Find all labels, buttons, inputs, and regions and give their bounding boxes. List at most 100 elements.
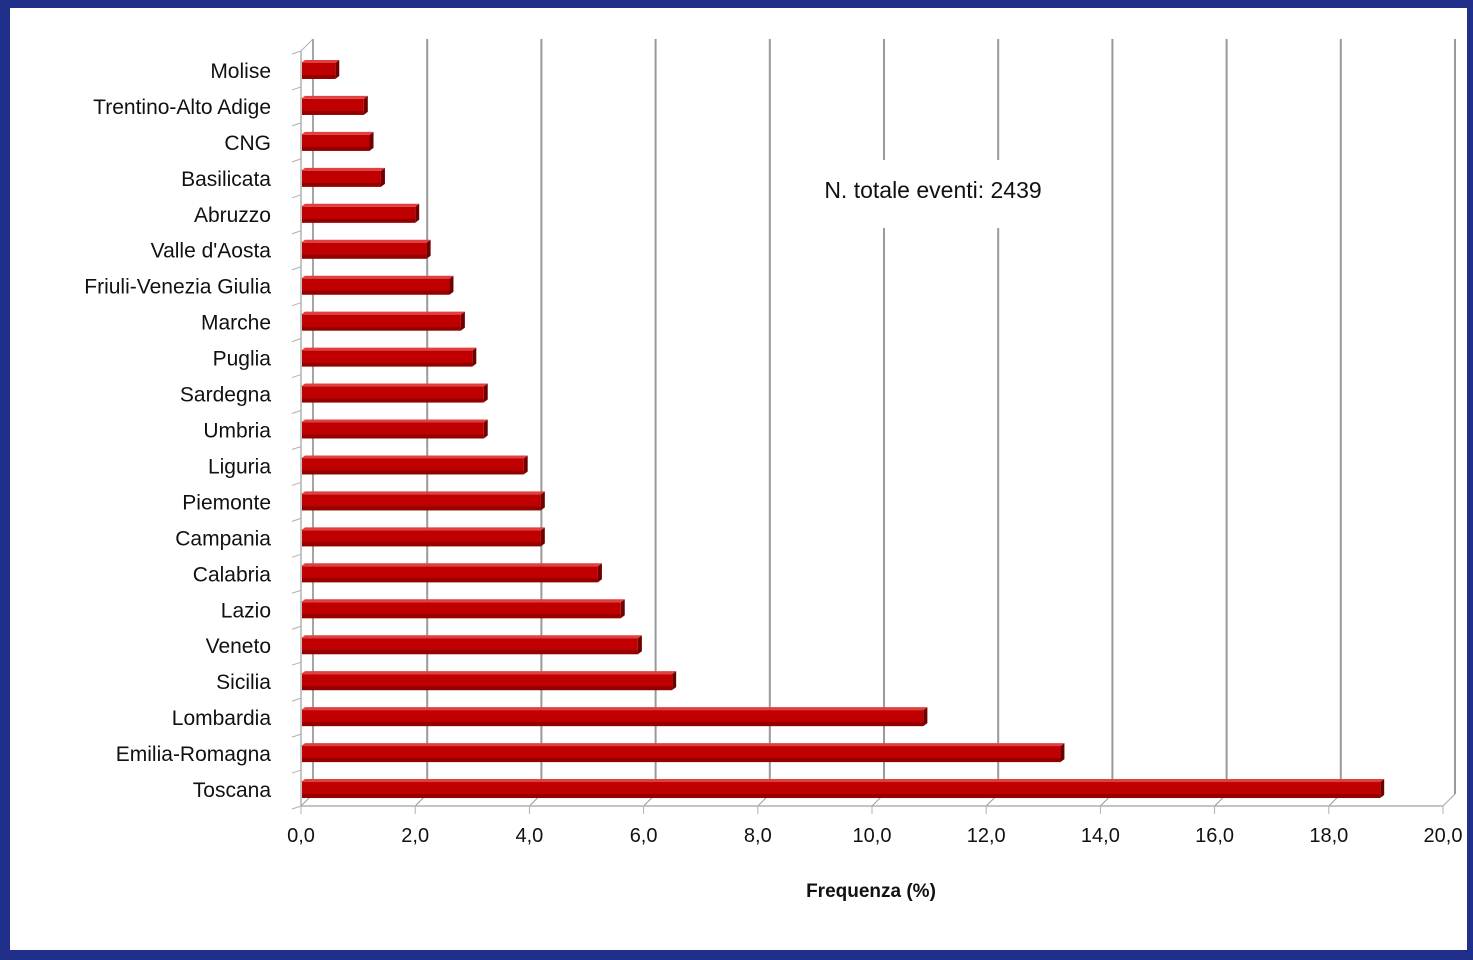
bar-top-face: [301, 563, 602, 567]
bar: [301, 599, 625, 619]
category-label: Lombardia: [172, 707, 272, 730]
bar-shade: [302, 110, 364, 115]
category-label: Molise: [210, 60, 271, 83]
bar-top-face: [301, 491, 545, 495]
bar-side-face: [335, 59, 340, 79]
category-label: Liguria: [208, 455, 271, 478]
bar-side-face: [472, 347, 477, 367]
annotation-box: [790, 160, 1080, 228]
bar-shade: [302, 254, 427, 259]
bar-shade: [302, 398, 484, 403]
bar-shade: [302, 434, 484, 439]
bar-side-face: [415, 203, 420, 223]
bar-side-face: [380, 167, 385, 187]
x-axis-end-edge: [1442, 793, 1456, 807]
category-label: Campania: [175, 527, 271, 550]
category-label: Valle d'Aosta: [151, 240, 272, 263]
bar: [301, 383, 488, 403]
bar-shade: [302, 326, 461, 331]
bar: [301, 671, 677, 691]
bar-shade: [302, 182, 381, 187]
category-label: CNG: [224, 132, 271, 155]
bar: [301, 779, 1385, 799]
bar-top-face: [301, 275, 454, 279]
bar: [301, 203, 420, 223]
bar-shade: [302, 758, 1061, 763]
bar-top-face: [301, 743, 1065, 747]
bar-side-face: [672, 671, 677, 691]
y-tick-mark: [291, 194, 302, 199]
bar: [301, 527, 545, 547]
bar-side-face: [426, 239, 431, 259]
x-tick-label: 6,0: [630, 825, 658, 847]
category-label: Lazio: [221, 599, 271, 622]
bar-shade: [302, 686, 673, 691]
category-label: Calabria: [193, 563, 272, 586]
category-label: Emilia-Romagna: [116, 743, 272, 766]
bar-side-face: [483, 419, 488, 439]
x-tick-label: 20,0: [1424, 825, 1463, 847]
bar: [301, 275, 454, 295]
y-tick-mark: [291, 697, 302, 702]
category-label: Umbria: [203, 420, 271, 443]
y-tick-mark: [291, 805, 302, 810]
bar-top-face: [301, 95, 368, 99]
bar-top-face: [301, 239, 431, 243]
bar-side-face: [597, 563, 602, 583]
category-labels: Molise Trentino-Alto Adige CNG Basilicata Ab…: [84, 60, 271, 802]
bar: [301, 707, 928, 727]
y-tick-mark: [291, 266, 302, 271]
bar-shade: [302, 794, 1381, 799]
category-label: Trentino-Alto Adige: [93, 96, 271, 119]
bar: [301, 131, 374, 151]
bar-side-face: [523, 455, 528, 475]
bar-shade: [302, 146, 370, 151]
category-label: Veneto: [206, 635, 271, 658]
bar-top-face: [301, 383, 488, 387]
category-label: Piemonte: [182, 491, 271, 514]
category-label: Sicilia: [216, 671, 271, 694]
y-tick-mark: [291, 230, 302, 235]
y-tick-mark: [291, 338, 302, 343]
bar: [301, 455, 528, 475]
bar-side-face: [923, 707, 928, 727]
y-tick-mark: [291, 410, 302, 414]
y-tick-mark: [291, 733, 302, 738]
bar-top-face: [301, 59, 340, 63]
bar-top-face: [301, 779, 1385, 783]
bar-shade: [302, 362, 473, 367]
bar-shade: [302, 650, 638, 655]
bar-top-face: [301, 635, 642, 639]
bar: [301, 419, 488, 439]
y-axis-top-edge: [300, 38, 314, 52]
y-tick-mark: [291, 553, 302, 558]
bars: [301, 59, 1385, 799]
category-label: Puglia: [213, 348, 272, 371]
y-tick-mark: [291, 589, 302, 594]
bar-side-face: [540, 491, 545, 511]
bar: [301, 311, 465, 331]
x-tick-label: 2,0: [401, 825, 429, 847]
bar-shade: [302, 290, 450, 295]
x-tick-label: 10,0: [853, 825, 892, 847]
category-label: Toscana: [193, 779, 272, 802]
bar-top-face: [301, 311, 465, 315]
bar: [301, 347, 477, 367]
x-tick-label: 12,0: [967, 825, 1006, 847]
bar-side-face: [540, 527, 545, 547]
category-label: Marche: [201, 312, 271, 335]
bar-top-face: [301, 599, 625, 603]
bar-top-face: [301, 419, 488, 423]
bar: [301, 167, 385, 187]
bar-shade: [302, 542, 541, 547]
bar-side-face: [1060, 743, 1065, 763]
category-label: Abruzzo: [194, 204, 271, 227]
x-tick-label: 8,0: [744, 825, 772, 847]
bar-shade: [302, 722, 924, 727]
x-tick-label: 18,0: [1309, 825, 1348, 847]
bar-side-face: [363, 95, 368, 115]
category-label: Sardegna: [180, 384, 271, 407]
y-tick-mark: [291, 769, 302, 774]
bar: [301, 95, 368, 115]
